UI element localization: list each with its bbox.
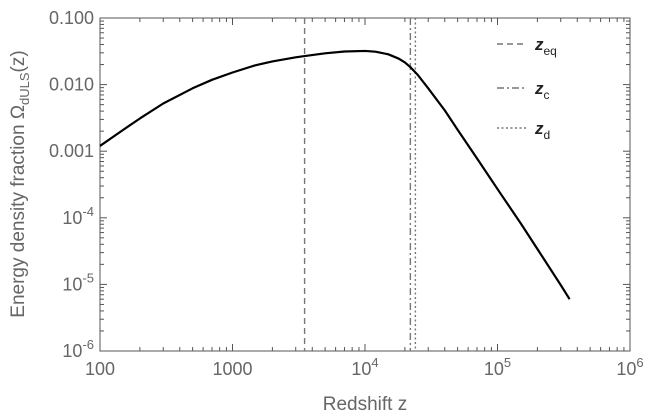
y-tick-label: 0.100: [49, 8, 94, 28]
y-axis-title-tail: (z): [8, 50, 29, 72]
legend-label-c: zc: [534, 79, 550, 102]
x-tick-label: 100: [85, 359, 115, 379]
legend-label-eq: zeq: [534, 35, 557, 58]
y-axis-title-sub: dULS: [17, 72, 32, 105]
legend-label-d: zd: [534, 119, 550, 142]
legend: zeq zc zd: [497, 35, 557, 142]
y-axis-title-main: Energy density fraction Ω: [8, 105, 29, 318]
ticks-layer: 100 1000 104 105 106 10-6 10-5 10-4 0.001 0.010 0.…: [49, 8, 644, 379]
plot-frame: [99, 17, 631, 352]
x-tick-label: 1000: [212, 359, 252, 379]
y-tick-label: 0.001: [49, 141, 94, 161]
y-tick-label: 10-5: [62, 270, 94, 294]
x-tick-label: 106: [616, 355, 643, 379]
y-tick-label: 0.010: [49, 75, 94, 95]
series-layer: [99, 49, 571, 300]
vlines-layer: [303, 18, 417, 351]
x-tick-label: 105: [484, 355, 511, 379]
y-axis-title: Energy density fraction ΩdULS(z): [8, 50, 32, 317]
series-line-0: [99, 49, 571, 300]
y-tick-label: 10-6: [62, 337, 94, 361]
y-tick-label: 10-4: [62, 204, 94, 228]
x-axis-title: Redshift z: [323, 394, 407, 415]
x-tick-label: 104: [351, 355, 378, 379]
